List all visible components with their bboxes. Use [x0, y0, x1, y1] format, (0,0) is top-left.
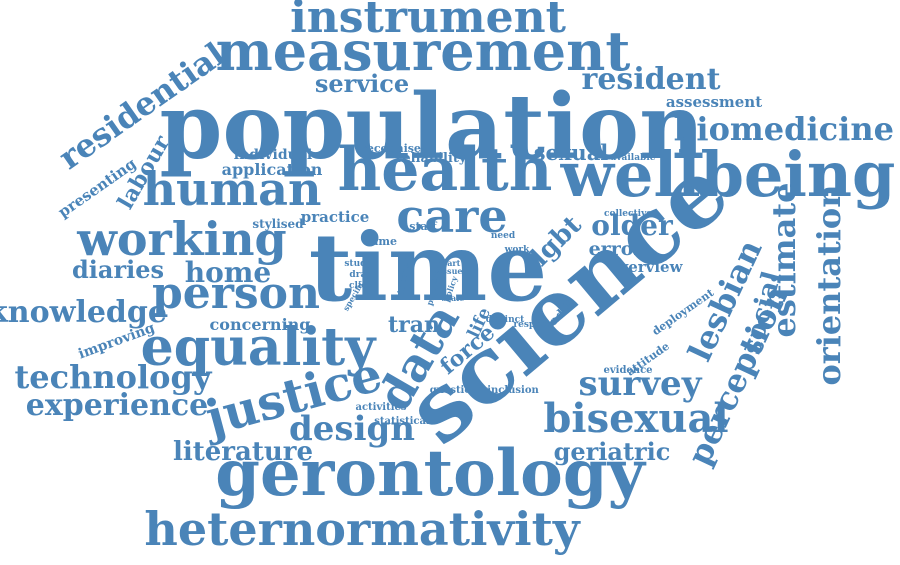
- cloud-word-resident: resident: [582, 62, 721, 97]
- cloud-word-practice: practice: [301, 208, 370, 226]
- cloud-word-distinct: distinct: [486, 315, 525, 325]
- cloud-word-diaries: diaries: [72, 255, 164, 284]
- cloud-word-health: health: [338, 135, 553, 205]
- cloud-word-orientation: orientation: [810, 184, 848, 385]
- cloud-word-wellbeing: wellbeing: [560, 138, 896, 211]
- cloud-word-overview: overview: [609, 258, 683, 276]
- cloud-word-staff: staff: [409, 220, 437, 233]
- cloud-word-equality: equality: [141, 317, 377, 378]
- cloud-word-application: application: [222, 160, 323, 179]
- cloud-word-respect: respect: [513, 320, 551, 330]
- cloud-word-care: care: [396, 189, 507, 243]
- cloud-word-geriatric: geriatric: [554, 437, 671, 466]
- cloud-word-heternormativity: heternormativity: [144, 502, 580, 556]
- cloud-word-question: question: [430, 385, 479, 396]
- cloud-word-scale: scale: [442, 293, 465, 303]
- cloud-word-drag: drag: [349, 270, 373, 280]
- cloud-word-bisexual: bisexual: [543, 395, 728, 442]
- cloud-word-human: human: [143, 162, 322, 216]
- cloud-word-collective: collective: [604, 209, 652, 219]
- cloud-word-instrument: instrument: [290, 0, 567, 43]
- cloud-word-click: click: [349, 281, 374, 291]
- cloud-word-error: error: [589, 238, 645, 260]
- cloud-word-stylised: stylised: [252, 217, 304, 231]
- cloud-word-person: person: [152, 268, 320, 319]
- cloud-word-working: working: [76, 212, 286, 266]
- cloud-word-study: study: [344, 259, 372, 269]
- cloud-word-tran: tran: [388, 312, 440, 338]
- cloud-word-sexual: sexual: [534, 140, 609, 165]
- cloud-word-biomedicine: biomedicine: [674, 110, 894, 148]
- cloud-word-technology: technology: [15, 358, 213, 396]
- cloud-word-activities: activities: [355, 402, 406, 413]
- cloud-word-part: part: [442, 258, 461, 268]
- cloud-word-inclusion: inclusion: [487, 385, 539, 396]
- cloud-word-statistical: statistical: [374, 416, 430, 427]
- cloud-word-gerontology: gerontology: [215, 436, 646, 511]
- cloud-word-measurement: measurement: [216, 19, 631, 83]
- cloud-word-survey: survey: [579, 364, 703, 404]
- cloud-word-estimate: estimate: [765, 182, 803, 337]
- cloud-word-home: home: [185, 256, 271, 289]
- cloud-word-population: population: [159, 74, 704, 180]
- cloud-word-work: work: [504, 245, 530, 255]
- cloud-word-individual: individual: [234, 147, 312, 163]
- cloud-word-evidence: evidence: [603, 365, 652, 376]
- cloud-word-issue: issue: [440, 266, 463, 276]
- cloud-word-same: same: [365, 235, 397, 248]
- cloud-word-experience: experience: [26, 388, 209, 423]
- cloud-word-design: design: [289, 409, 415, 449]
- cloud-word-knowledge: knowledge: [0, 295, 167, 330]
- cloud-word-service: service: [315, 69, 409, 98]
- cloud-word-time: time: [309, 213, 547, 323]
- cloud-word-reliability: reliability: [396, 151, 467, 166]
- cloud-word-literature: literature: [173, 437, 313, 467]
- cloud-word-assessment: assessment: [666, 93, 762, 111]
- cloud-word-available: available: [611, 153, 656, 163]
- cloud-word-older: older: [591, 209, 674, 242]
- cloud-word-need: need: [491, 231, 516, 241]
- cloud-word-recognise: recognise: [361, 142, 421, 155]
- cloud-word-concerning: concerning: [210, 315, 311, 334]
